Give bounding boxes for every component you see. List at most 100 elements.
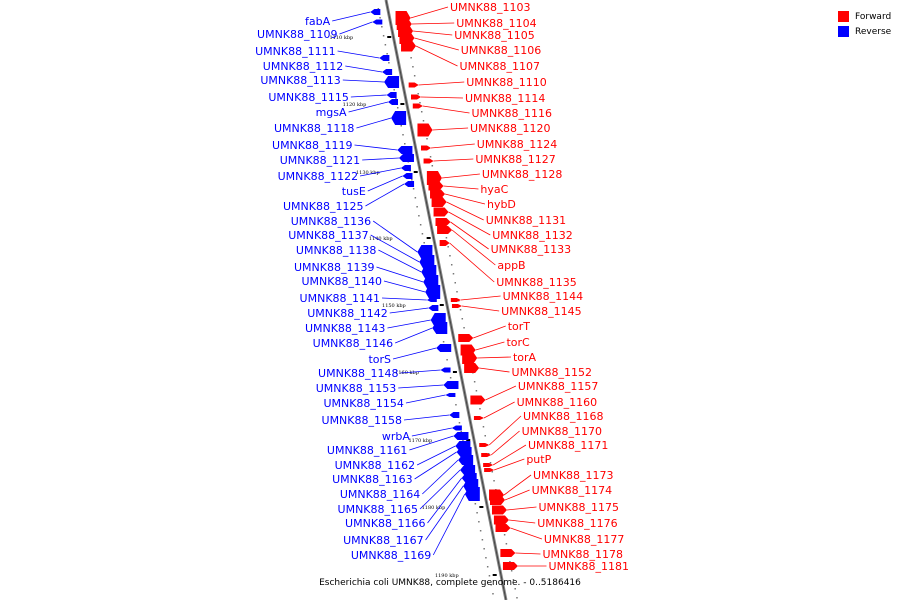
reverse-gene-leader	[376, 266, 424, 283]
forward-gene-feature	[491, 505, 507, 515]
reverse-gene-leader	[345, 65, 383, 73]
reverse-gene-feature	[384, 76, 400, 88]
forward-gene-leader	[515, 552, 541, 555]
forward-gene-label: UMNK88_1105	[454, 29, 534, 42]
forward-gene-leader	[418, 81, 465, 86]
reverse-gene-feature	[443, 381, 459, 389]
forward-gene-feature	[490, 495, 505, 505]
forward-gene-leader	[510, 527, 543, 540]
reverse-gene-label: UMNK88_1143	[305, 322, 385, 335]
scale-dot	[458, 422, 461, 424]
forward-gene-feature	[433, 207, 449, 217]
reverse-gene-leader	[405, 394, 446, 404]
forward-gene-feature	[412, 103, 423, 109]
scale-dot	[426, 138, 428, 140]
reverse-gene-label: UMNK88_1141	[300, 292, 380, 305]
reverse-gene-leader	[419, 469, 461, 510]
reverse-gene-label: UMNK88_1167	[343, 534, 423, 547]
reverse-gene-leader	[367, 175, 403, 192]
reverse-gene-label: UMNK88_1163	[332, 473, 412, 486]
forward-gene-feature	[479, 443, 490, 447]
tick-label: 1160 kbp	[395, 370, 419, 376]
forward-gene-label: UMNK88_1133	[491, 243, 571, 256]
tick-label: 1150 kbp	[382, 303, 406, 309]
reverse-gene-leader	[392, 347, 437, 360]
scale-dot	[493, 480, 495, 482]
forward-gene-label: UMNK88_1120	[470, 122, 550, 135]
forward-gene-label: UMNK88_1175	[538, 501, 618, 514]
scale-dot	[509, 561, 511, 563]
forward-gene-leader	[490, 430, 520, 456]
reverse-gene-feature	[379, 55, 390, 61]
reverse-gene-label: UMNK88_1166	[345, 517, 425, 530]
scale-dot	[450, 264, 453, 266]
forward-gene-leader	[449, 242, 495, 283]
reverse-gene-leader	[356, 117, 392, 129]
tick-mark	[387, 36, 392, 38]
reverse-gene-label: UMNK88_1112	[263, 60, 343, 73]
forward-gene-feature	[462, 352, 478, 364]
forward-gene-feature	[502, 562, 518, 570]
scale-dot	[503, 534, 506, 536]
reverse-gene-label: wrbA	[382, 430, 411, 443]
forward-gene-feature	[495, 524, 511, 532]
scale-dot	[510, 570, 513, 572]
forward-gene-leader	[479, 367, 510, 373]
forward-gene-label: UMNK88_1135	[496, 276, 576, 289]
scale-dot	[490, 584, 492, 586]
forward-gene-leader	[441, 173, 480, 179]
reverse-gene-feature	[382, 69, 393, 75]
forward-gene-label: UMNK88_1131	[486, 214, 566, 227]
reverse-gene-feature	[426, 298, 437, 302]
tick-label: 1140 kbp	[369, 236, 393, 242]
reverse-gene-label: UMNK88_1154	[323, 397, 403, 410]
forward-gene-leader	[477, 356, 512, 359]
reverse-gene-feature	[387, 99, 398, 105]
scale-dot	[388, 62, 390, 64]
reverse-gene-leader	[425, 485, 464, 541]
forward-gene-feature	[439, 240, 450, 246]
forward-gene-leader	[461, 305, 500, 312]
reverse-gene-label: UMNK88_1161	[327, 444, 407, 457]
tick-mark	[479, 506, 484, 508]
scale-dot	[384, 44, 387, 46]
forward-gene-leader	[485, 385, 517, 401]
forward-gene-leader	[508, 519, 536, 524]
reverse-gene-label: UMNK88_1119	[272, 139, 352, 152]
forward-gene-label: UMNK88_1157	[518, 380, 598, 393]
scale-dot	[447, 246, 449, 248]
forward-gene-label: torA	[513, 351, 537, 364]
reverse-gene-leader	[372, 220, 418, 253]
forward-gene-label: UMNK88_1116	[472, 107, 552, 120]
reverse-gene-leader	[389, 307, 429, 314]
reverse-gene-label: mgsA	[316, 106, 347, 119]
reverse-gene-leader	[339, 21, 373, 35]
reverse-gene-feature	[398, 154, 414, 162]
forward-gene-label: UMNK88_1106	[461, 44, 541, 57]
forward-gene-feature	[464, 363, 480, 373]
forward-gene-label: UMNK88_1127	[475, 153, 555, 166]
forward-gene-leader	[460, 295, 501, 301]
forward-gene-feature	[421, 145, 432, 151]
scale-dot	[452, 273, 455, 275]
reverse-gene-leader	[394, 327, 433, 344]
genome-caption: Escherichia coli UMNK88, complete genome…	[319, 578, 581, 588]
reverse-swatch	[838, 26, 849, 37]
tick-mark	[413, 171, 418, 173]
forward-gene-label: UMNK88_1177	[544, 533, 624, 546]
reverse-gene-leader	[383, 280, 426, 293]
forward-gene-feature	[435, 218, 451, 226]
reverse-gene-feature	[458, 455, 474, 465]
forward-gene-feature	[431, 197, 447, 207]
forward-gene-leader	[446, 201, 484, 221]
reverse-gene-label: tusE	[342, 185, 366, 198]
forward-gene-feature	[451, 304, 462, 308]
scale-dot	[418, 215, 420, 217]
forward-gene-leader	[492, 444, 527, 466]
scale-dot	[473, 381, 476, 383]
reverse-gene-label: UMNK88_1138	[296, 244, 376, 257]
scale-dot	[481, 539, 484, 541]
reverse-gene-leader	[422, 459, 459, 495]
reverse-gene-leader	[378, 249, 422, 273]
reverse-gene-leader	[342, 79, 385, 83]
